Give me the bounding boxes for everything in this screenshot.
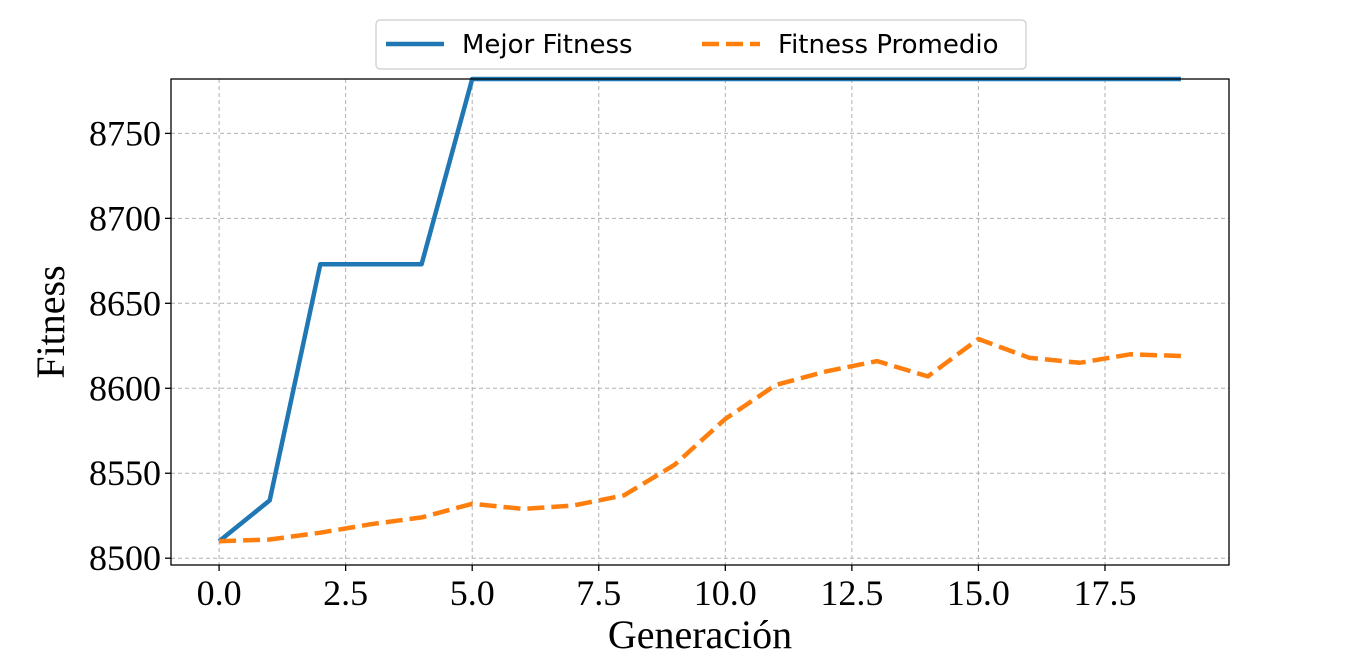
series-line-fitness-promedio [219, 336, 1181, 544]
legend-frame [375, 19, 1027, 70]
y-tick-label: 8650 [89, 283, 161, 323]
x-tick-label: 2.5 [323, 573, 368, 613]
y-tick-label: 8600 [89, 368, 161, 408]
x-tick-label: 15.0 [947, 573, 1010, 613]
series-line-mejor-fitness [217, 76, 1181, 543]
x-axis-label: Generación [608, 612, 792, 655]
y-tick-label: 8500 [89, 538, 161, 578]
y-tick-label: 8700 [89, 198, 161, 238]
x-tick-label: 0.0 [197, 573, 242, 613]
series-lines [217, 76, 1181, 544]
y-tick-label: 8750 [89, 113, 161, 153]
plot-frame [170, 78, 1230, 566]
legend-label-fitness-promedio: Fitness Promedio [778, 30, 999, 60]
x-tick-label: 5.0 [450, 573, 495, 613]
legend: Mejor Fitness Fitness Promedio [375, 19, 1027, 70]
y-tick-label: 8550 [89, 453, 161, 493]
x-tick-label: 17.5 [1073, 573, 1136, 613]
x-tick-label: 12.5 [820, 573, 883, 613]
x-tick-label: 7.5 [576, 573, 621, 613]
y-axis-ticks: 8500 8550 8600 8650 8700 8750 [89, 113, 171, 578]
grid-lines [171, 79, 1229, 565]
legend-label-mejor-fitness: Mejor Fitness [462, 30, 633, 60]
x-tick-label: 10.0 [694, 573, 757, 613]
y-axis-label: Fitness [28, 265, 73, 378]
x-axis-ticks: 0.0 2.5 5.0 7.5 10.0 12.5 15.0 17.5 [197, 565, 1136, 613]
